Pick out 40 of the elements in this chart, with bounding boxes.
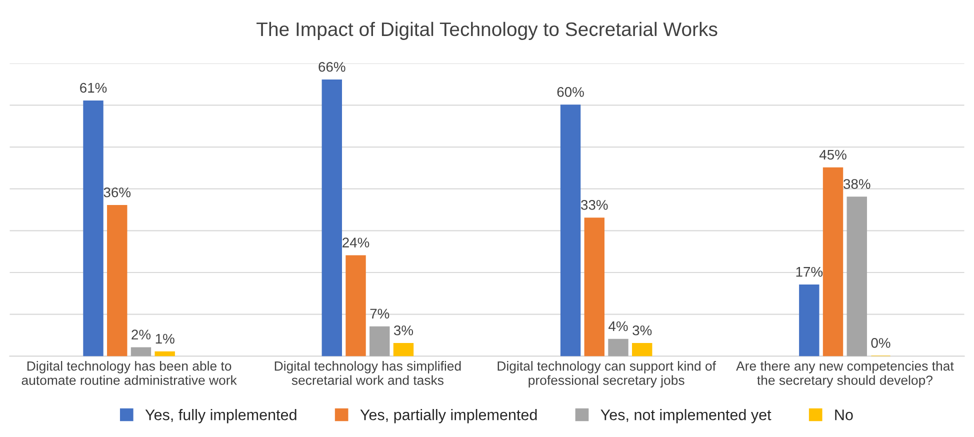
bar — [107, 205, 128, 356]
data-label: 45% — [819, 150, 846, 160]
data-label: 0% — [871, 338, 890, 348]
bar — [584, 218, 604, 356]
x-tick-label: Digital technology has been able to automate routine administrative work — [22, 361, 237, 385]
data-label: 2% — [132, 330, 151, 340]
data-label: 24% — [342, 238, 370, 248]
data-label: 7% — [370, 308, 390, 319]
bar — [560, 104, 581, 356]
bar — [846, 196, 867, 356]
x-tick-label: Digital technology can support kind of professional secretary jobs — [498, 361, 716, 388]
x-tick-label: Digital technology has simplified secretarial work and tasks — [274, 361, 461, 385]
bar — [370, 326, 390, 356]
bar — [154, 351, 175, 356]
data-label: 17% — [796, 266, 823, 277]
data-label: 1% — [156, 334, 174, 344]
x-tick-label: Are there any new competencies that the secretary should develop? — [736, 361, 954, 388]
data-label: 3% — [632, 325, 652, 336]
bar — [822, 167, 844, 356]
data-label: 60% — [557, 87, 584, 97]
bar — [130, 347, 152, 356]
bar — [83, 100, 104, 356]
data-label: 3% — [394, 325, 414, 336]
legend-label: Yes, fully implemented — [145, 409, 296, 424]
bar — [322, 80, 342, 356]
bar — [632, 343, 652, 356]
data-label: 38% — [844, 179, 870, 189]
bar — [799, 284, 820, 356]
legend-label: Yes, partially implemented — [360, 409, 537, 424]
data-label: 4% — [608, 321, 628, 332]
bar — [346, 255, 366, 356]
legend-label: Yes, not implemented yet — [600, 409, 772, 424]
bar — [393, 343, 414, 356]
data-label: 61% — [80, 82, 107, 93]
legend-label: No — [835, 410, 853, 420]
data-label: 66% — [318, 62, 346, 72]
chart-title: The Impact of Digital Technology to Secretarial Works — [256, 22, 718, 40]
data-label: 36% — [104, 187, 131, 198]
data-label: 33% — [581, 200, 608, 210]
bar — [608, 338, 628, 356]
